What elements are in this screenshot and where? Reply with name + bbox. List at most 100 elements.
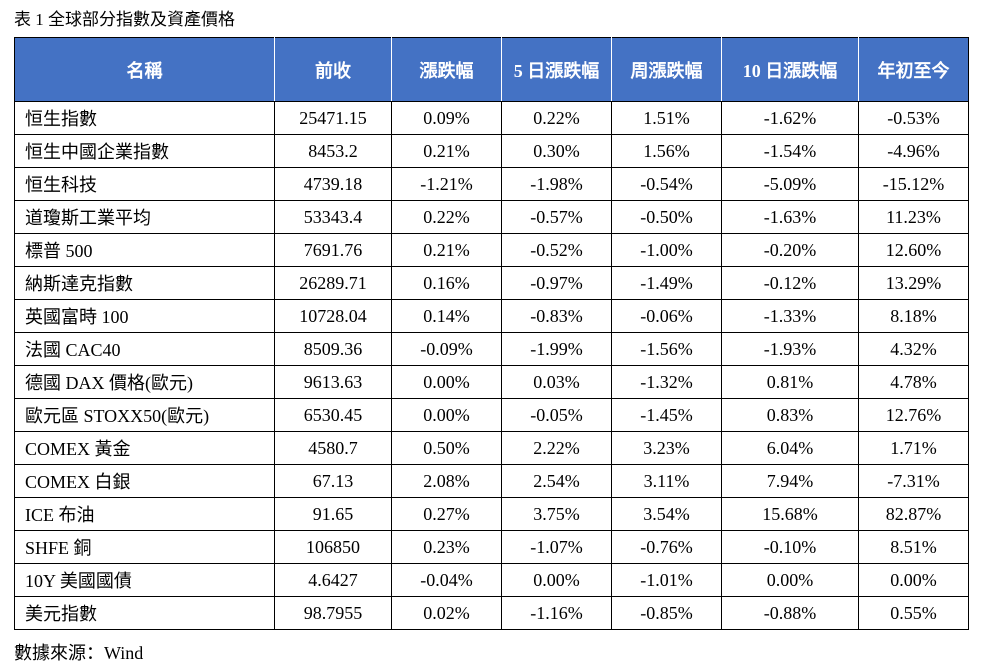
week-change-cell: -1.01% (611, 563, 722, 597)
change-cell: 0.50% (391, 431, 502, 465)
ten-day-change-cell: -1.93% (721, 332, 859, 366)
change-cell: 0.16% (391, 266, 502, 300)
ytd-change-cell: 4.32% (858, 332, 969, 366)
week-change-cell: -1.45% (611, 398, 722, 432)
asset-price-table: 名稱 前收 漲跌幅 5 日漲跌幅 周漲跌幅 10 日漲跌幅 年初至今 恒生指數 2… (14, 37, 969, 630)
asset-name-cell: 納斯達克指數 (14, 266, 275, 300)
table-row: 道瓊斯工業平均 53343.4 0.22% -0.57% -0.50% -1.63% 11.… (14, 200, 969, 234)
five-day-change-cell: 0.30% (501, 134, 612, 168)
change-cell: 0.21% (391, 134, 502, 168)
table-row: 恒生科技 4739.18 -1.21% -1.98% -0.54% -5.09% -15.1… (14, 167, 969, 201)
change-cell: 0.00% (391, 398, 502, 432)
five-day-change-cell: -1.99% (501, 332, 612, 366)
five-day-change-cell: 0.00% (501, 563, 612, 597)
ytd-change-cell: 82.87% (858, 497, 969, 531)
ten-day-change-cell: -1.33% (721, 299, 859, 333)
ten-day-change-cell: -1.63% (721, 200, 859, 234)
ten-day-change-cell: -1.54% (721, 134, 859, 168)
column-header-ytd: 年初至今 (858, 37, 969, 102)
previous-close-cell: 98.7955 (274, 596, 392, 630)
week-change-cell: 3.23% (611, 431, 722, 465)
week-change-cell: 3.11% (611, 464, 722, 498)
data-source-note: 數據來源：Wind (14, 643, 144, 663)
ten-day-change-cell: -0.12% (721, 266, 859, 300)
ten-day-change-cell: -0.88% (721, 596, 859, 630)
column-header-change: 漲跌幅 (391, 37, 502, 102)
ten-day-change-cell: 0.83% (721, 398, 859, 432)
five-day-change-cell: 2.22% (501, 431, 612, 465)
week-change-cell: 1.51% (611, 101, 722, 135)
table-row: 10Y 美國國債 4.6427 -0.04% 0.00% -1.01% 0.00% 0.00… (14, 563, 969, 597)
change-cell: -0.09% (391, 332, 502, 366)
table-row: 標普 500 7691.76 0.21% -0.52% -1.00% -0.20% 12.6… (14, 233, 969, 267)
week-change-cell: 1.56% (611, 134, 722, 168)
table-row: 納斯達克指數 26289.71 0.16% -0.97% -1.49% -0.12% 13.… (14, 266, 969, 300)
ytd-change-cell: 0.55% (858, 596, 969, 630)
ten-day-change-cell: 15.68% (721, 497, 859, 531)
change-cell: 0.00% (391, 365, 502, 399)
five-day-change-cell: -1.16% (501, 596, 612, 630)
ytd-change-cell: 12.76% (858, 398, 969, 432)
asset-name-cell: 恒生指數 (14, 101, 275, 135)
ytd-change-cell: 8.18% (858, 299, 969, 333)
ytd-change-cell: 8.51% (858, 530, 969, 564)
week-change-cell: -1.49% (611, 266, 722, 300)
column-header-name: 名稱 (14, 37, 275, 102)
ytd-change-cell: 11.23% (858, 200, 969, 234)
week-change-cell: 3.54% (611, 497, 722, 531)
change-cell: -1.21% (391, 167, 502, 201)
week-change-cell: -0.54% (611, 167, 722, 201)
five-day-change-cell: -0.05% (501, 398, 612, 432)
change-cell: 0.21% (391, 233, 502, 267)
change-cell: 0.22% (391, 200, 502, 234)
column-header-previous-close: 前收 (274, 37, 392, 102)
asset-name-cell: 道瓊斯工業平均 (14, 200, 275, 234)
table-row: ICE 布油 91.65 0.27% 3.75% 3.54% 15.68% 82.87% (14, 497, 969, 531)
ten-day-change-cell: -5.09% (721, 167, 859, 201)
asset-name-cell: COMEX 白銀 (14, 464, 275, 498)
asset-name-cell: 標普 500 (14, 233, 275, 267)
change-cell: 0.02% (391, 596, 502, 630)
previous-close-cell: 4580.7 (274, 431, 392, 465)
week-change-cell: -1.00% (611, 233, 722, 267)
column-header-5-day-change: 5 日漲跌幅 (501, 37, 612, 102)
five-day-change-cell: -0.97% (501, 266, 612, 300)
week-change-cell: -1.32% (611, 365, 722, 399)
asset-name-cell: 恒生中國企業指數 (14, 134, 275, 168)
previous-close-cell: 91.65 (274, 497, 392, 531)
previous-close-cell: 7691.76 (274, 233, 392, 267)
ytd-change-cell: -15.12% (858, 167, 969, 201)
ytd-change-cell: 1.71% (858, 431, 969, 465)
asset-name-cell: 歐元區 STOXX50(歐元) (14, 398, 275, 432)
previous-close-cell: 67.13 (274, 464, 392, 498)
change-cell: 0.27% (391, 497, 502, 531)
week-change-cell: -0.50% (611, 200, 722, 234)
ytd-change-cell: 13.29% (858, 266, 969, 300)
table-row: 美元指數 98.7955 0.02% -1.16% -0.85% -0.88% 0.55% (14, 596, 969, 630)
table-header-row: 名稱 前收 漲跌幅 5 日漲跌幅 周漲跌幅 10 日漲跌幅 年初至今 (14, 37, 969, 102)
previous-close-cell: 8453.2 (274, 134, 392, 168)
previous-close-cell: 4.6427 (274, 563, 392, 597)
previous-close-cell: 9613.63 (274, 365, 392, 399)
asset-name-cell: 恒生科技 (14, 167, 275, 201)
table-row: 恒生中國企業指數 8453.2 0.21% 0.30% 1.56% -1.54% -4.96… (14, 134, 969, 168)
ytd-change-cell: 4.78% (858, 365, 969, 399)
week-change-cell: -0.85% (611, 596, 722, 630)
ten-day-change-cell: 6.04% (721, 431, 859, 465)
previous-close-cell: 25471.15 (274, 101, 392, 135)
ytd-change-cell: 0.00% (858, 563, 969, 597)
table-row: 法國 CAC40 8509.36 -0.09% -1.99% -1.56% -1.93% 4… (14, 332, 969, 366)
ytd-change-cell: -7.31% (858, 464, 969, 498)
five-day-change-cell: 0.22% (501, 101, 612, 135)
five-day-change-cell: -1.07% (501, 530, 612, 564)
previous-close-cell: 6530.45 (274, 398, 392, 432)
table-row: COMEX 白銀 67.13 2.08% 2.54% 3.11% 7.94% -7.31% (14, 464, 969, 498)
asset-name-cell: 英國富時 100 (14, 299, 275, 333)
ten-day-change-cell: -1.62% (721, 101, 859, 135)
five-day-change-cell: 2.54% (501, 464, 612, 498)
five-day-change-cell: -0.57% (501, 200, 612, 234)
previous-close-cell: 106850 (274, 530, 392, 564)
five-day-change-cell: -0.83% (501, 299, 612, 333)
ten-day-change-cell: 7.94% (721, 464, 859, 498)
five-day-change-cell: -0.52% (501, 233, 612, 267)
